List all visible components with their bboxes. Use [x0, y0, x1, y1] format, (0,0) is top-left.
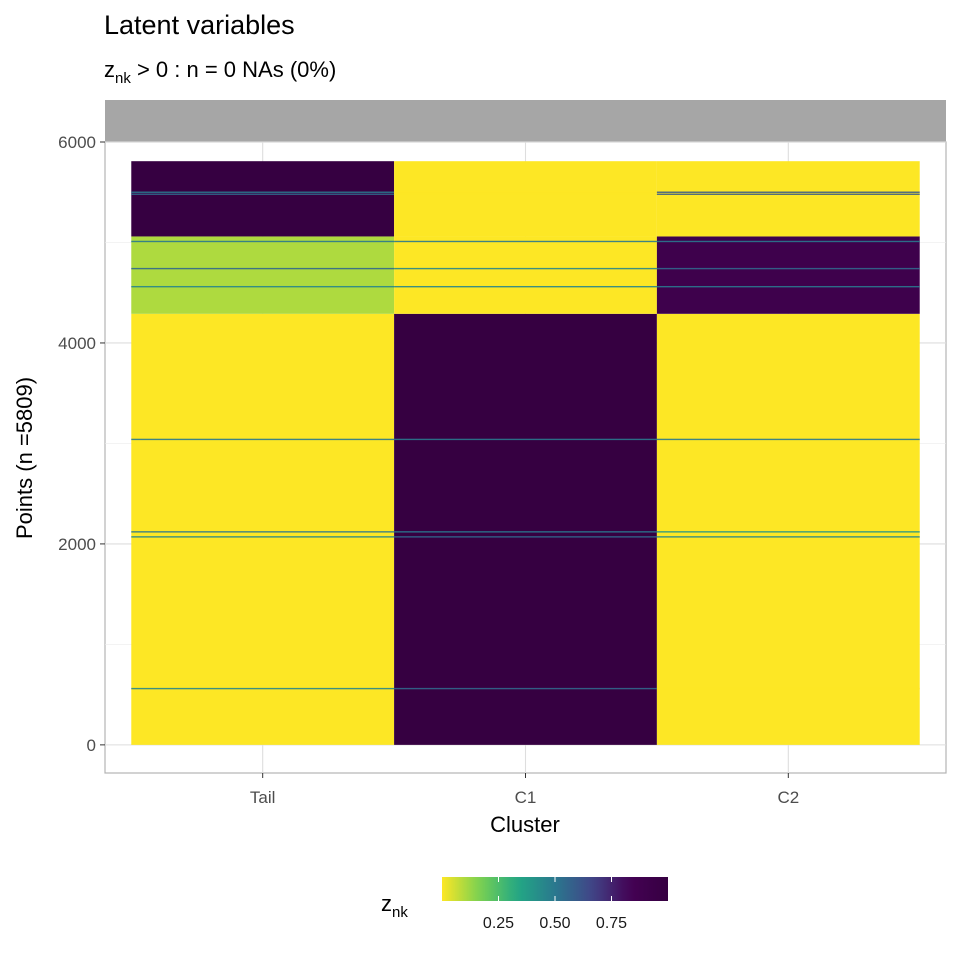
heatmap-stripe: [131, 240, 395, 243]
y-tick-label: 0: [87, 736, 96, 755]
heatmap-stripe: [656, 438, 920, 441]
heatmap-stripe: [394, 531, 657, 533]
x-tick-label: C2: [777, 788, 799, 807]
heatmap-stripe: [131, 285, 395, 288]
heatmap-stripe: [394, 191, 657, 193]
heatmap-cell: [656, 313, 920, 745]
heatmap-stripe: [131, 531, 395, 533]
heatmap-stripe: [394, 536, 657, 538]
heatmap-cell: [131, 313, 395, 745]
legend-tick-label: 0.25: [483, 915, 514, 932]
heatmap-cell: [131, 236, 395, 314]
heatmap-stripe: [394, 267, 657, 270]
y-axis-title: Points (n =5809): [12, 377, 37, 539]
heatmap-cell: [656, 236, 920, 314]
y-tick-label: 2000: [58, 535, 96, 554]
heatmap-stripe: [394, 438, 657, 441]
heatmap-stripe: [656, 191, 920, 193]
heatmap-cells: [131, 161, 920, 745]
x-axis-title: Cluster: [490, 812, 560, 837]
heatmap-stripe: [656, 536, 920, 538]
legend-ticks: 0.25 0.50 0.75: [483, 877, 627, 932]
heatmap-stripe: [131, 267, 395, 270]
heatmap-stripe: [394, 193, 657, 195]
heatmap-cell: [656, 161, 920, 237]
y-tick-label: 4000: [58, 334, 96, 353]
heatmap-stripe: [131, 191, 395, 193]
heatmap-cell: [394, 313, 657, 745]
heatmap-stripe: [131, 536, 395, 538]
x-axis-ticks: Tail C1 C2: [250, 773, 799, 807]
heatmap-stripe: [131, 687, 395, 690]
heatmap-stripe: [394, 240, 657, 243]
facet-strip: [105, 100, 946, 142]
heatmap-cell: [394, 236, 657, 314]
heatmap-stripe: [131, 193, 395, 195]
y-axis-ticks: 0 2000 4000 6000: [58, 133, 105, 755]
legend-title: znk: [381, 891, 408, 921]
heatmap-stripe: [656, 687, 920, 690]
legend-tick-label: 0.50: [539, 915, 570, 932]
heatmap-cell: [131, 161, 395, 237]
heatmap-cell: [394, 161, 657, 237]
heatmap-stripe: [656, 240, 920, 243]
heatmap-stripe: [656, 285, 920, 288]
x-tick-label: C1: [515, 788, 537, 807]
y-tick-label: 6000: [58, 133, 96, 152]
heatmap-stripe: [394, 285, 657, 288]
heatmap-stripe: [656, 531, 920, 533]
chart-title: Latent variables: [104, 10, 295, 40]
heatmap-stripe: [394, 687, 657, 690]
heatmap-stripe: [656, 193, 920, 195]
x-tick-label: Tail: [250, 788, 276, 807]
heatmap-stripe: [131, 438, 395, 441]
legend-tick-label: 0.75: [596, 915, 627, 932]
heatmap-stripe: [656, 267, 920, 270]
chart-subtitle: znk > 0 : n = 0 NAs (0%): [104, 57, 336, 87]
